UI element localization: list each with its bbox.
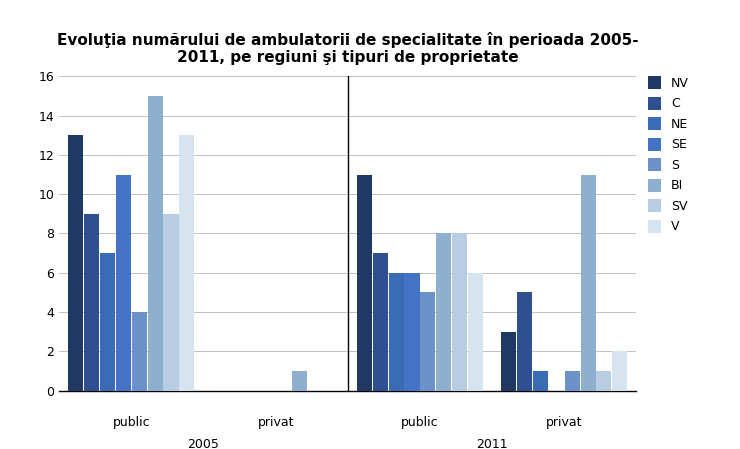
Text: public: public [112, 416, 150, 429]
Bar [292, 371, 307, 391]
Legend: NV, C, NE, SE, S, BI, SV, V: NV, C, NE, SE, S, BI, SV, V [648, 76, 689, 233]
Text: 2005: 2005 [187, 438, 220, 449]
Bar [388, 273, 404, 391]
Bar [179, 135, 195, 391]
Bar [580, 175, 596, 391]
Bar [468, 273, 483, 391]
Bar [68, 135, 84, 391]
Bar [132, 312, 147, 391]
Bar [147, 96, 163, 391]
Text: privat: privat [546, 416, 582, 429]
Bar [116, 175, 131, 391]
Title: Evoluţia numărului de ambulatorii de specialitate în perioada 2005-
2011, pe reg: Evoluţia numărului de ambulatorii de spe… [57, 32, 639, 66]
Bar [100, 253, 115, 391]
Bar [596, 371, 611, 391]
Text: public: public [401, 416, 439, 429]
Bar [517, 292, 532, 391]
Bar [405, 273, 420, 391]
Text: privat: privat [258, 416, 294, 429]
Bar [357, 175, 372, 391]
Bar [612, 351, 628, 391]
Bar [84, 214, 99, 391]
Bar [452, 233, 467, 391]
Bar [420, 292, 435, 391]
Bar [565, 371, 579, 391]
Bar [373, 253, 388, 391]
Bar [501, 332, 517, 391]
Bar [164, 214, 178, 391]
Bar [436, 233, 451, 391]
Bar [533, 371, 548, 391]
Text: 2011: 2011 [477, 438, 508, 449]
